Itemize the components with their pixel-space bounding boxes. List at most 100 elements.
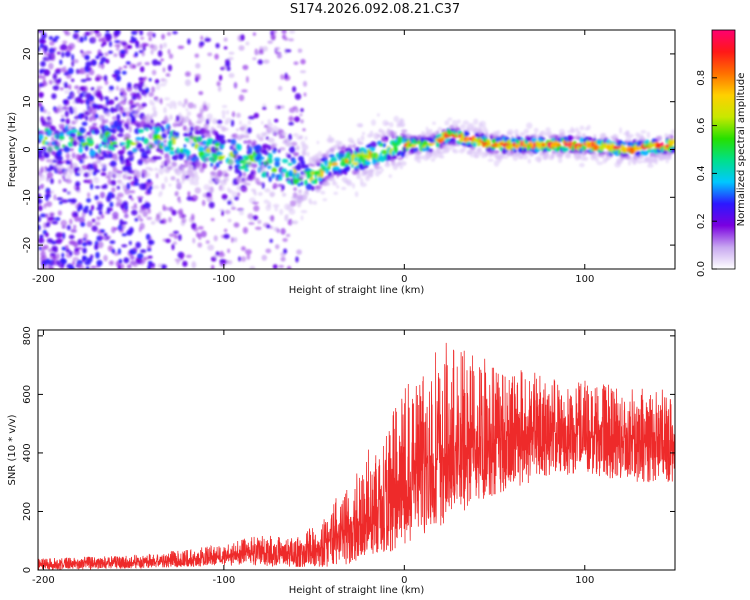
x-axis-label: Height of straight line (km)	[289, 285, 425, 296]
spectrogram-cell	[162, 67, 166, 73]
spectrogram-cell	[207, 244, 215, 251]
spectrogram-cell	[224, 173, 230, 178]
spectrogram-cell	[250, 169, 257, 176]
spectrogram-cell	[86, 220, 93, 228]
spectrogram-cell	[139, 148, 146, 153]
spectrogram-cell	[43, 69, 51, 76]
spectrogram-cell	[627, 159, 632, 166]
spectrogram-cell	[65, 124, 69, 131]
spectrogram-cell	[163, 97, 171, 101]
spectrogram-cell	[123, 96, 127, 102]
spectrogram-cell	[40, 213, 46, 218]
spectrogram-cell	[74, 85, 80, 90]
x-tick-label: -100	[213, 575, 236, 586]
spectrogram-cell	[202, 200, 206, 206]
spectrogram-cell	[71, 120, 77, 125]
spectrogram-cell	[238, 45, 245, 51]
spectrogram-cell	[393, 131, 397, 136]
spectrogram-cell	[85, 50, 92, 55]
spectrogram-cell	[108, 50, 113, 54]
spectrogram-cell	[333, 166, 340, 171]
spectrogram-cell	[49, 266, 55, 269]
spectrogram-cell	[146, 113, 150, 117]
spectrogram-cell	[464, 130, 470, 137]
spectrogram-cell	[453, 149, 459, 154]
spectrogram-cell	[65, 248, 71, 253]
y-axis-label: SNR (10 * v/v)	[7, 414, 18, 485]
spectrogram-cell	[570, 128, 576, 133]
spectrogram-cell	[147, 180, 154, 188]
spectrogram-cell	[173, 103, 177, 110]
y-tick-label: 800	[22, 326, 33, 345]
spectrogram-cell	[143, 155, 149, 159]
spectrogram-cell	[161, 183, 166, 190]
spectrogram-cell	[331, 162, 338, 167]
spectrogram-cell	[94, 169, 101, 173]
spectrogram-cell	[565, 147, 569, 151]
spectrogram-cell	[109, 134, 115, 140]
spectrogram-cell	[44, 193, 52, 198]
spectrogram-cell	[134, 102, 141, 107]
spectrogram-cell	[188, 123, 195, 128]
spectrogram-cell	[103, 74, 108, 82]
spectrogram-cell	[105, 235, 112, 240]
spectrogram-cell	[354, 191, 359, 198]
spectrogram-cell	[182, 260, 188, 267]
spectrogram-cell	[253, 112, 259, 119]
spectrogram-cell	[289, 200, 297, 207]
spectrogram-cell	[477, 147, 482, 153]
spectrogram-cell	[181, 252, 185, 258]
spectrogram-cell	[56, 51, 61, 55]
spectrogram-cell	[665, 158, 669, 164]
spectrogram-cell	[56, 197, 63, 201]
spectrogram-cell	[155, 126, 161, 132]
spectrogram-cell	[47, 111, 51, 116]
spectrogram-cell	[399, 118, 405, 123]
spectrogram-cell	[616, 160, 623, 165]
spectrogram-cell	[557, 158, 563, 164]
spectrogram-cell	[261, 254, 268, 261]
spectrogram-cell	[114, 40, 121, 44]
spectrogram-cell	[190, 175, 195, 181]
spectrogram-cell	[86, 240, 93, 246]
spectrogram-cell	[152, 106, 157, 112]
spectrogram-cell	[240, 134, 245, 139]
spectrogram-cell	[95, 159, 102, 164]
spectrogram-cell	[301, 149, 307, 157]
spectrogram-cell	[90, 107, 97, 115]
spectrogram-cell	[80, 138, 86, 143]
spectrogram-cell	[162, 117, 170, 124]
spectrogram-cell	[601, 132, 607, 139]
spectrogram-cell	[276, 46, 281, 51]
spectrogram-cell	[72, 136, 79, 142]
spectrogram-cell	[476, 142, 481, 147]
spectrogram-cell	[134, 114, 141, 118]
spectrogram-cell	[257, 59, 263, 65]
spectrogram-cell	[150, 143, 157, 149]
spectrogram-cell	[148, 36, 152, 42]
spectrogram-cell	[231, 206, 236, 210]
spectrogram-cell	[239, 120, 242, 126]
spectrogram-cell	[160, 142, 164, 147]
spectrogram-cell	[111, 226, 116, 233]
spectrogram-cell	[183, 98, 188, 105]
spectrogram-cell	[200, 35, 204, 41]
spectrogram-cell	[154, 78, 160, 85]
spectrogram-cell	[94, 185, 101, 189]
spectrogram-cell	[393, 115, 400, 122]
spectrogram-cell	[59, 59, 63, 65]
spectrogram-cell	[100, 229, 105, 233]
spectrogram-cell	[47, 217, 55, 221]
spectrogram-cell	[287, 153, 292, 159]
spectrogram-cell	[108, 41, 113, 47]
spectrogram-cell	[143, 171, 151, 178]
spectrogram-cell	[84, 144, 89, 152]
spectrogram-cell	[63, 167, 68, 174]
spectrogram-cell	[274, 160, 281, 167]
spectrogram-cell	[239, 171, 242, 177]
spectrogram-cell	[132, 246, 138, 252]
spectrogram-cell	[81, 121, 88, 127]
spectrogram-cell	[499, 142, 504, 146]
spectrogram-cell	[293, 187, 297, 192]
spectrogram-cell	[161, 133, 167, 139]
